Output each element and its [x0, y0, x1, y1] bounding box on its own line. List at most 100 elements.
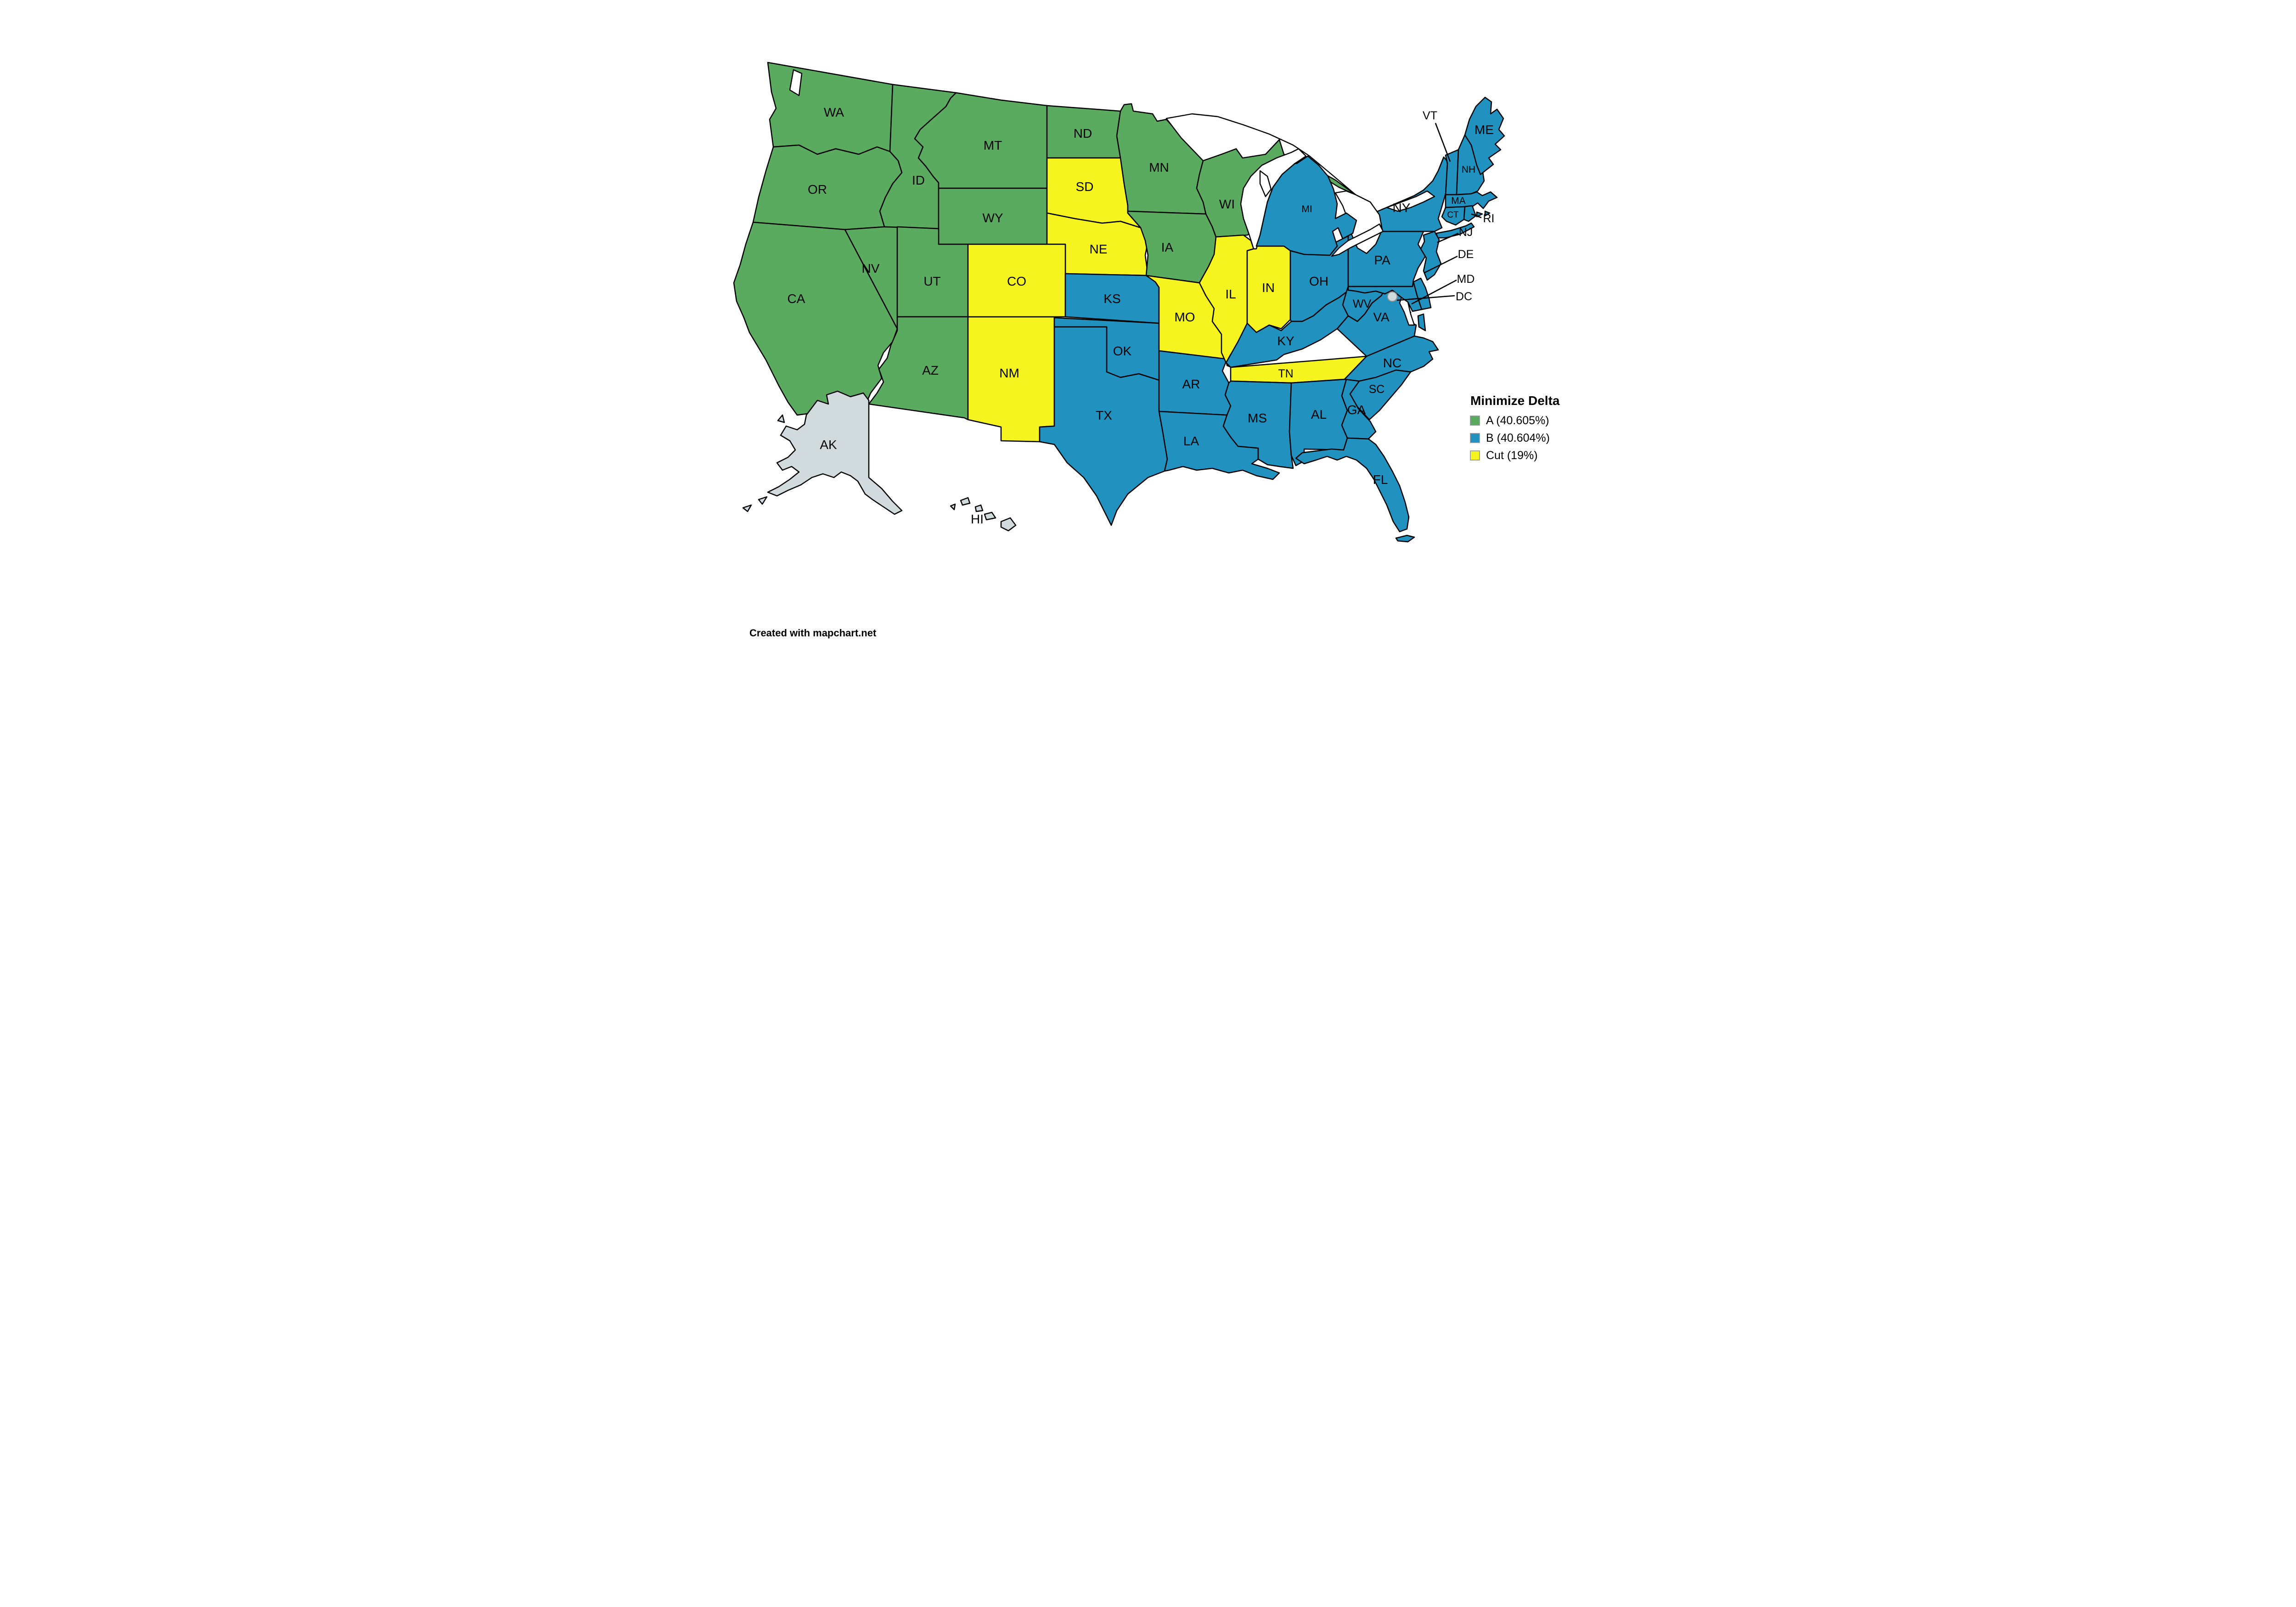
- leader-nj: [1437, 232, 1459, 243]
- legend-label-b: B (40.604%): [1486, 432, 1550, 444]
- state-ak-island-3[interactable]: [777, 414, 785, 423]
- state-ri[interactable]: [1463, 205, 1477, 222]
- state-label-az: AZ: [922, 363, 939, 377]
- footer-credit: Created with mapchart.net: [749, 627, 877, 639]
- state-label-hi: HI: [971, 512, 984, 526]
- leader-de: [1424, 255, 1458, 274]
- state-label-ma: MA: [1451, 196, 1466, 206]
- state-or[interactable]: [752, 144, 903, 230]
- state-me[interactable]: [1464, 96, 1505, 175]
- state-sc[interactable]: [1349, 369, 1412, 421]
- lake-erie: [1331, 223, 1384, 257]
- state-label-wy: WY: [982, 211, 1003, 225]
- state-hi-island-4[interactable]: [984, 511, 996, 521]
- puget-sound-water: [789, 69, 803, 96]
- leader-vt: [1435, 123, 1451, 162]
- state-label-id: ID: [912, 173, 925, 187]
- state-label-mt: MT: [984, 138, 1002, 152]
- state-label-vt: VT: [1423, 109, 1437, 122]
- state-label-ks: KS: [1103, 292, 1120, 306]
- state-ky[interactable]: [1225, 291, 1349, 368]
- state-label-ia: IA: [1161, 240, 1174, 254]
- state-label-ut: UT: [923, 274, 940, 288]
- state-ma-island-1[interactable]: [1476, 211, 1483, 218]
- state-fl-keys[interactable]: [1395, 534, 1415, 543]
- state-label-la: LA: [1183, 434, 1199, 448]
- state-label-dc: DC: [1456, 290, 1472, 303]
- chesapeake-bay: [1399, 297, 1415, 326]
- state-tx[interactable]: [1039, 326, 1168, 526]
- state-hi-island-5[interactable]: [1000, 517, 1017, 532]
- state-ak[interactable]: [767, 390, 903, 515]
- state-label-wa: WA: [824, 105, 844, 119]
- state-label-ar: AR: [1182, 377, 1200, 391]
- leader-dc: [1396, 295, 1455, 301]
- state-va-eastern-shore[interactable]: [1417, 313, 1426, 332]
- state-label-il: IL: [1225, 287, 1236, 301]
- state-label-mo: MO: [1174, 310, 1195, 324]
- state-label-ok: OK: [1113, 344, 1132, 358]
- states-layer: [733, 62, 1505, 543]
- state-label-tx: TX: [1096, 408, 1112, 422]
- state-label-nd: ND: [1074, 126, 1092, 140]
- state-nj[interactable]: [1420, 230, 1442, 281]
- state-label-mn: MN: [1149, 160, 1169, 174]
- green-bay: [1259, 170, 1272, 197]
- state-label-ne: NE: [1090, 242, 1108, 256]
- leader-ri: [1471, 213, 1482, 219]
- state-label-nv: NV: [862, 261, 880, 275]
- state-label-wi: WI: [1219, 197, 1235, 211]
- state-label-sc: SC: [1369, 383, 1385, 396]
- state-label-al: AL: [1311, 407, 1327, 421]
- state-hi-island-2[interactable]: [950, 503, 956, 511]
- state-label-sd: SD: [1076, 180, 1094, 194]
- state-label-nc: NC: [1383, 356, 1401, 370]
- state-dc[interactable]: [1387, 291, 1398, 302]
- state-label-pa: PA: [1374, 253, 1390, 267]
- state-label-or: OR: [808, 182, 827, 197]
- state-mi[interactable]: [1255, 155, 1357, 256]
- legend-title: Minimize Delta: [1470, 393, 1560, 408]
- map-page: WA OR CA NV ID MT WY UT AZ NM CO ND SD N…: [689, 0, 1607, 643]
- legend: Minimize Delta A (40.605%) B (40.604%) C…: [1470, 393, 1560, 462]
- state-label-md: MD: [1457, 273, 1475, 286]
- state-label-de: DE: [1458, 248, 1474, 261]
- state-label-ky: KY: [1277, 334, 1294, 348]
- state-labels: WA OR CA NV ID MT WY UT AZ NM CO ND SD N…: [788, 105, 1495, 526]
- state-label-ms: MS: [1248, 411, 1267, 425]
- state-label-nh: NH: [1462, 164, 1475, 175]
- state-label-ca: CA: [788, 292, 805, 306]
- state-label-mi: MI: [1301, 204, 1312, 214]
- state-label-me: ME: [1474, 123, 1494, 137]
- state-label-in: IN: [1262, 281, 1275, 295]
- state-label-tn: TN: [1278, 367, 1293, 380]
- state-label-ny: NY: [1393, 201, 1411, 215]
- leader-md: [1411, 279, 1457, 305]
- state-label-nj: NJ: [1459, 226, 1473, 239]
- state-label-ct: CT: [1447, 210, 1459, 220]
- leader-lines: [1396, 123, 1482, 305]
- state-ak-island-1[interactable]: [758, 496, 768, 505]
- state-hi-island-3[interactable]: [974, 504, 984, 512]
- state-label-wv: WV: [1353, 298, 1372, 310]
- state-label-nm: NM: [999, 366, 1019, 380]
- state-ma-island-2[interactable]: [1484, 210, 1491, 217]
- state-label-co: CO: [1007, 274, 1026, 288]
- us-choropleth-map: WA OR CA NV ID MT WY UT AZ NM CO ND SD N…: [689, 0, 1607, 643]
- state-label-fl: FL: [1373, 472, 1388, 487]
- legend-label-a: A (40.605%): [1486, 414, 1549, 427]
- state-ak-island-2[interactable]: [742, 504, 752, 512]
- state-ny-long-island[interactable]: [1435, 222, 1475, 239]
- state-label-oh: OH: [1309, 274, 1328, 288]
- state-label-ri: RI: [1483, 212, 1495, 225]
- lake-ontario: [1386, 190, 1435, 212]
- state-label-ga: GA: [1347, 403, 1366, 417]
- state-hi-island-1[interactable]: [960, 497, 971, 506]
- legend-swatch-a: [1470, 416, 1480, 426]
- legend-swatch-cut: [1470, 450, 1480, 461]
- state-fl[interactable]: [1295, 437, 1410, 533]
- state-label-va: VA: [1373, 310, 1390, 324]
- state-label-ak: AK: [820, 438, 837, 452]
- legend-swatch-b: [1470, 433, 1480, 443]
- legend-label-cut: Cut (19%): [1486, 449, 1538, 462]
